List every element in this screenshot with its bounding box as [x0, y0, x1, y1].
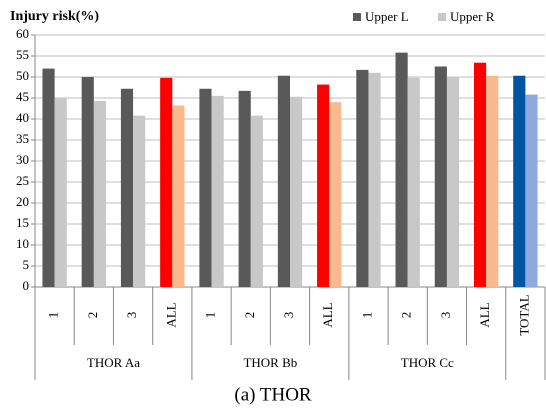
- x-tick-label: 3: [124, 312, 139, 319]
- x-tick-label: 2: [242, 312, 257, 319]
- y-tick-label: 35: [16, 131, 29, 146]
- y-tick-label: 5: [23, 257, 30, 272]
- group-label: THOR Cc: [401, 355, 454, 370]
- bar: [368, 72, 381, 287]
- legend-label: Upper R: [450, 9, 495, 24]
- y-tick-label: 10: [16, 236, 29, 251]
- bar: [290, 96, 303, 288]
- bar: [133, 115, 146, 287]
- bar: [434, 66, 447, 287]
- bar: [199, 88, 212, 287]
- bar: [525, 94, 538, 287]
- x-tick-label: ALL: [163, 302, 178, 327]
- x-tick-label: 3: [281, 312, 296, 319]
- bar: [54, 98, 67, 287]
- x-tick-label: 1: [203, 312, 218, 319]
- bar: [329, 102, 342, 287]
- bar: [42, 68, 55, 287]
- x-tick-label: TOTAL: [516, 294, 531, 335]
- y-tick-label: 20: [16, 194, 29, 209]
- bar: [160, 77, 173, 287]
- x-tick-label: ALL: [320, 302, 335, 327]
- bar: [120, 88, 134, 287]
- bar: [93, 100, 107, 287]
- y-tick-label: 45: [16, 89, 29, 104]
- legend-swatch: [353, 13, 361, 21]
- x-tick-label: 3: [438, 312, 453, 319]
- y-tick-label: 50: [16, 68, 29, 83]
- legend-label: Upper L: [365, 9, 409, 24]
- chart-title: Injury risk(%): [10, 9, 99, 24]
- caption: (a) THOR: [234, 384, 312, 405]
- bar: [513, 75, 526, 288]
- bar: [407, 77, 420, 287]
- group-label: THOR Aa: [87, 355, 140, 370]
- bar: [211, 95, 224, 288]
- y-tick-label: 60: [16, 26, 29, 41]
- bar: [172, 105, 185, 287]
- x-tick-label: ALL: [477, 302, 492, 327]
- bar: [317, 84, 330, 287]
- y-tick-label: 0: [23, 278, 30, 293]
- bar: [395, 52, 408, 287]
- bar: [238, 90, 251, 287]
- bar: [356, 69, 369, 287]
- bar: [446, 77, 460, 287]
- bar: [81, 77, 94, 287]
- x-tick-label: 2: [399, 312, 414, 319]
- group-label: THOR Bb: [243, 355, 297, 370]
- legend-swatch: [438, 13, 446, 21]
- bar: [473, 62, 487, 287]
- y-tick-label: 30: [16, 152, 29, 167]
- y-tick-label: 15: [16, 215, 29, 230]
- y-tick-label: 55: [16, 47, 29, 62]
- y-tick-label: 40: [16, 110, 29, 125]
- bar: [277, 75, 290, 288]
- x-tick-label: 1: [46, 312, 61, 319]
- y-tick-label: 25: [16, 173, 29, 188]
- x-tick-label: 1: [359, 312, 374, 319]
- bar: [250, 115, 263, 287]
- bar: [486, 75, 499, 288]
- x-tick-label: 2: [85, 312, 100, 319]
